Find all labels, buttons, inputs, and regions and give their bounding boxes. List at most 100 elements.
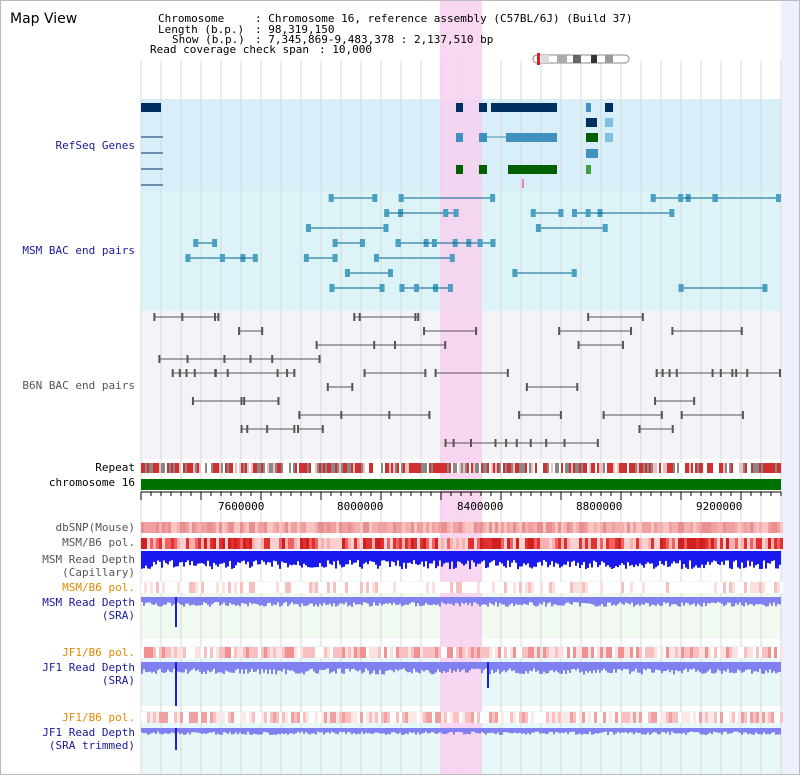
depth-bar <box>683 728 685 733</box>
depth-bar <box>185 597 187 604</box>
track-label-b6n-bac[interactable]: B6N BAC end pairs <box>22 379 135 392</box>
depth-bar <box>517 728 519 734</box>
pol-cell <box>519 712 522 723</box>
depth-bar <box>275 662 277 675</box>
depth-bar <box>491 662 493 670</box>
track-label-dbsnp[interactable]: dbSNP(Mouse) <box>55 521 135 534</box>
pol-cell <box>477 647 480 658</box>
pol-cell <box>261 647 264 658</box>
depth-bar <box>399 551 401 567</box>
depth-bar <box>605 728 607 732</box>
dbsnp-cell <box>639 522 642 533</box>
track-label-msm-b6-pol-1[interactable]: MSM/B6 pol. <box>62 536 135 549</box>
depth-bar <box>671 728 673 732</box>
pol-cell <box>552 582 555 593</box>
depth-bar <box>565 551 567 565</box>
depth-bar <box>761 662 763 674</box>
dbsnp-cell <box>171 522 174 533</box>
depth-bar <box>741 662 743 673</box>
depth-bar <box>249 551 251 568</box>
depth-bar <box>539 551 541 562</box>
depth-bar <box>279 728 281 735</box>
pol-cell <box>282 538 285 549</box>
depth-bar <box>637 597 639 605</box>
depth-bar <box>269 662 271 670</box>
pol-cell <box>318 582 321 593</box>
depth-bar <box>545 597 547 607</box>
track-label-jf1-depth-trim-1[interactable]: JF1 Read Depth <box>42 726 135 739</box>
pol-cell <box>585 712 588 723</box>
depth-bar <box>475 728 477 734</box>
pol-cell <box>336 582 339 593</box>
pol-cell <box>726 647 729 658</box>
depth-bar <box>589 597 591 604</box>
track-label-msm-b6-pol-2[interactable]: MSM/B6 pol. <box>62 581 135 594</box>
dbsnp-cell <box>708 522 711 533</box>
depth-bar <box>365 597 367 603</box>
track-label-refseq[interactable]: RefSeq Genes <box>55 139 135 152</box>
pol-cell <box>624 647 627 658</box>
bac-end-marker <box>559 411 562 419</box>
dbsnp-cell <box>306 522 309 533</box>
depth-bar <box>383 597 385 604</box>
depth-bar <box>629 597 631 605</box>
depth-bar <box>219 597 221 606</box>
depth-bar <box>775 551 777 569</box>
depth-bar <box>721 597 723 604</box>
depth-bar <box>759 551 761 569</box>
repeat-element <box>329 463 331 473</box>
track-label-chromosome[interactable]: chromosome 16 <box>48 476 135 489</box>
dbsnp-cell <box>450 522 453 533</box>
repeat-element <box>579 463 581 473</box>
pol-cell <box>687 647 690 658</box>
depth-bar <box>701 662 703 674</box>
bac-end-marker <box>671 327 674 335</box>
depth-bar <box>431 662 433 675</box>
chromosome-value: : Chromosome 16, reference assembly (C57… <box>255 12 633 25</box>
pol-cell <box>699 647 702 658</box>
depth-bar <box>723 662 725 671</box>
depth-bar <box>159 597 161 607</box>
depth-bar <box>507 728 509 733</box>
depth-bar <box>713 597 715 603</box>
pol-cell <box>552 712 555 723</box>
pol-cell <box>513 647 516 658</box>
pol-cell <box>762 712 765 723</box>
pol-cell <box>546 712 549 723</box>
bac-end-marker <box>181 313 184 321</box>
track-label-msm-depth-capillary-1[interactable]: MSM Read Depth <box>42 553 135 566</box>
repeat-element <box>487 463 489 473</box>
track-label-repeat[interactable]: Repeat <box>95 461 135 474</box>
pol-cell <box>624 712 627 723</box>
depth-bar <box>157 597 159 606</box>
depth-bar <box>147 597 149 603</box>
track-label-jf1-b6-pol-1[interactable]: JF1/B6 pol. <box>62 646 135 659</box>
track-label-jf1-b6-pol-2[interactable]: JF1/B6 pol. <box>62 711 135 724</box>
depth-bar <box>169 551 171 562</box>
pol-cell <box>441 582 444 593</box>
bac-end-marker <box>395 239 401 247</box>
depth-bar <box>555 662 557 671</box>
pol-cell <box>189 582 192 593</box>
depth-bar <box>401 728 403 735</box>
pol-cell <box>573 647 576 658</box>
depth-bar <box>691 551 693 569</box>
track-label-jf1-depth-sra-1[interactable]: JF1 Read Depth <box>42 661 135 674</box>
depth-bar <box>517 662 519 673</box>
pol-cell <box>318 538 321 549</box>
depth-bar <box>699 597 701 606</box>
pol-cell <box>408 538 411 549</box>
depth-bar <box>663 551 665 566</box>
depth-bar <box>207 728 209 734</box>
track-label-msm-bac[interactable]: MSM BAC end pairs <box>22 244 135 257</box>
depth-bar <box>697 551 699 568</box>
pol-cell <box>438 712 441 723</box>
depth-bar <box>355 728 357 735</box>
pol-cell <box>210 538 213 549</box>
repeat-element <box>215 463 217 473</box>
repeat-element <box>585 463 587 473</box>
track-label-msm-depth-sra-1[interactable]: MSM Read Depth <box>42 596 135 609</box>
depth-bar <box>165 597 167 605</box>
pol-cell <box>735 712 738 723</box>
